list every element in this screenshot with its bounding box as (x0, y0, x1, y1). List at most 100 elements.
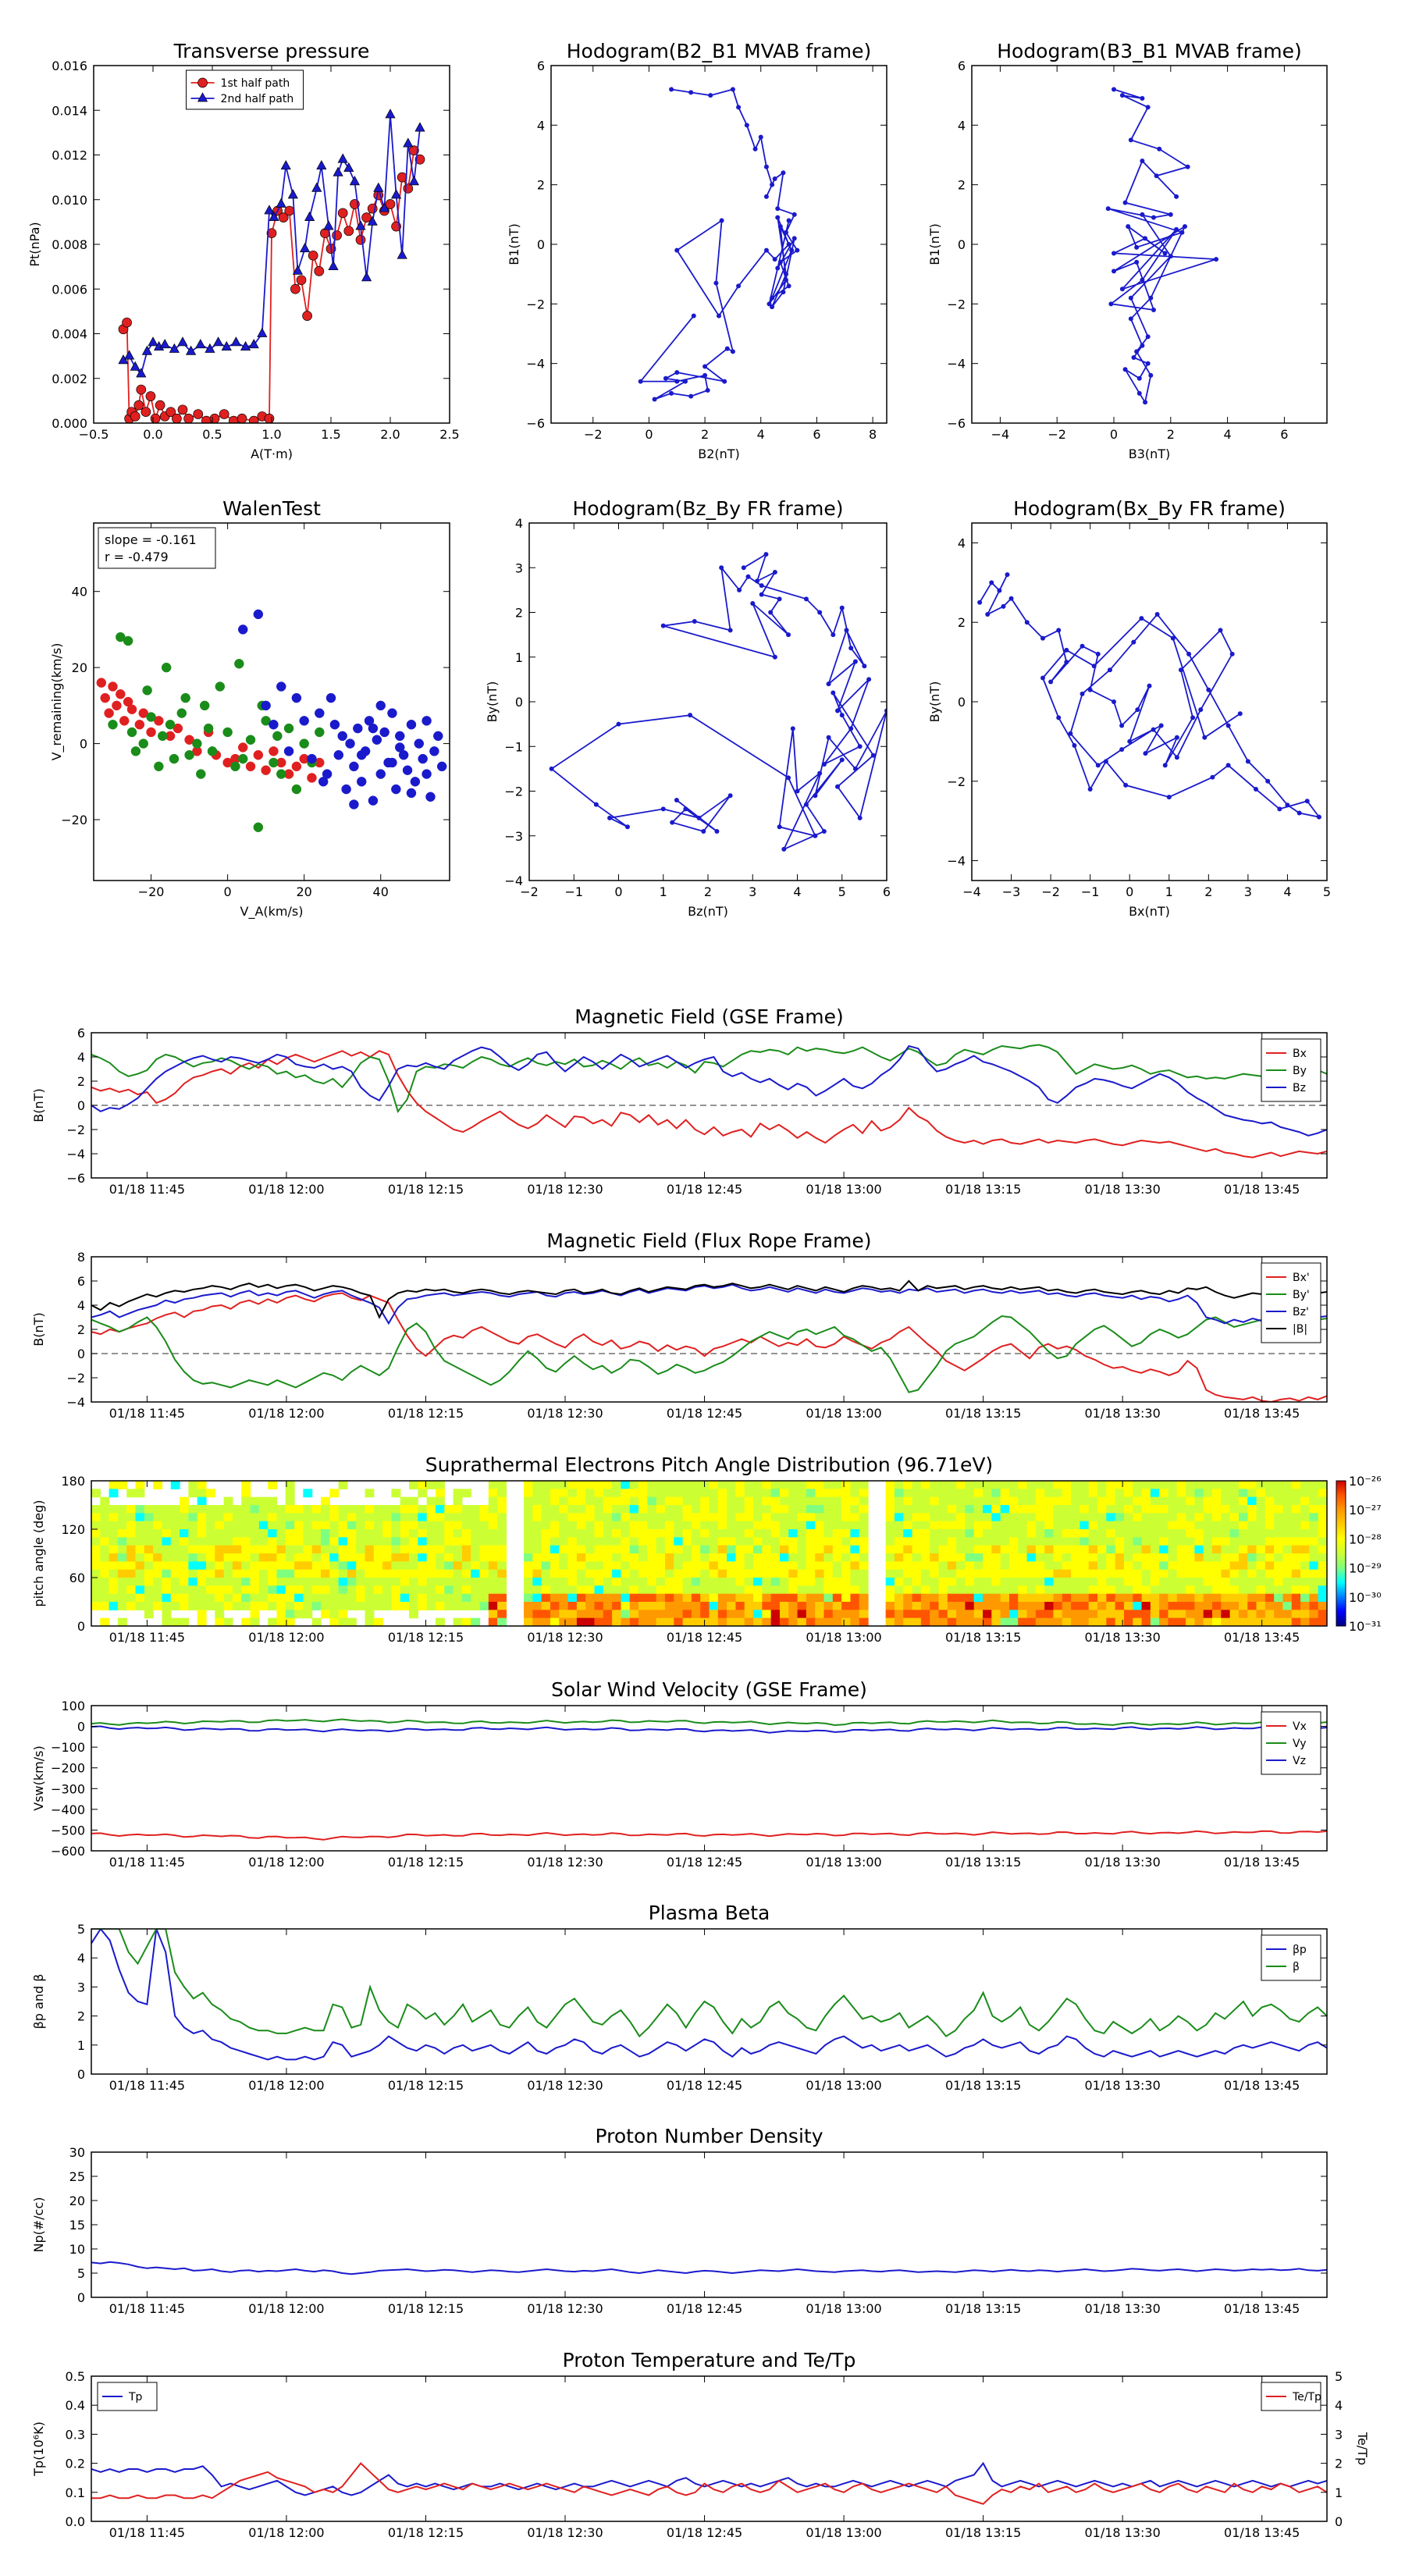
heatmap-cell (1088, 1569, 1098, 1578)
heatmap-cell (162, 1610, 172, 1619)
heatmap-cell (303, 1561, 313, 1571)
heatmap-cell (956, 1561, 966, 1571)
data-point (367, 215, 378, 226)
heatmap-cell (1176, 1545, 1186, 1554)
heatmap-cell (603, 1521, 613, 1530)
heatmap-cell (894, 1553, 904, 1562)
heatmap-cell (117, 1529, 127, 1538)
heatmap-cell (532, 1496, 542, 1506)
heatmap-cell (603, 1593, 613, 1603)
heatmap-cell (1071, 1593, 1080, 1603)
data-point (215, 681, 226, 692)
heatmap-cell (162, 1545, 172, 1554)
heatmap-cell (559, 1578, 569, 1586)
heatmap-cell (1008, 1553, 1019, 1562)
heatmap-cell (973, 1569, 984, 1578)
heatmap-cell (320, 1521, 330, 1530)
heatmap-cell (938, 1513, 948, 1522)
heatmap-cell (1194, 1505, 1204, 1514)
heatmap-cell (91, 1585, 101, 1595)
heatmap-cell (488, 1610, 498, 1619)
heatmap-cell (1035, 1561, 1045, 1571)
heatmap-cell (1018, 1529, 1028, 1538)
heatmap-cell (241, 1489, 251, 1498)
data-point (349, 176, 360, 186)
heatmap-cell (930, 1545, 940, 1554)
x-tick-label: 01/18 13:15 (945, 2301, 1021, 2316)
y-tick-label: 100 (61, 1699, 85, 1713)
data-point (777, 224, 783, 229)
heatmap-cell (382, 1585, 393, 1595)
heatmap-cell (1318, 1585, 1327, 1595)
heatmap-cell (594, 1529, 604, 1538)
heatmap-cell (1088, 1481, 1098, 1489)
heatmap-cell (903, 1521, 913, 1530)
heatmap-cell (612, 1610, 622, 1619)
heatmap-cell (409, 1561, 418, 1571)
heatmap-cell (691, 1529, 701, 1538)
heatmap-cell (664, 1585, 674, 1595)
heatmap-cell (550, 1537, 560, 1546)
heatmap-cell (1264, 1505, 1275, 1514)
data-point (1128, 316, 1133, 322)
data-point (108, 681, 118, 692)
heatmap-cell (1309, 1578, 1319, 1586)
heatmap-cell (471, 1553, 481, 1562)
heatmap-cell (991, 1617, 1001, 1626)
heatmap-cell (126, 1585, 137, 1595)
heatmap-cell (471, 1617, 481, 1626)
heatmap-cell (682, 1610, 692, 1619)
heatmap-cell (664, 1521, 674, 1530)
heatmap-cell (1141, 1553, 1151, 1562)
x-tick-label: 2 (1204, 884, 1212, 899)
heatmap-cell (779, 1593, 789, 1603)
heatmap-cell (920, 1513, 930, 1522)
heatmap-cell (973, 1617, 984, 1626)
data-point (343, 162, 354, 173)
data-point (237, 753, 248, 764)
heatmap-cell (674, 1578, 684, 1586)
heatmap-cell (117, 1521, 127, 1530)
heatmap-cell (1053, 1505, 1063, 1514)
heatmap-cell (170, 1521, 180, 1530)
heatmap-cell (912, 1496, 922, 1506)
heatmap-cell (1141, 1537, 1151, 1546)
heatmap-cell (294, 1521, 304, 1530)
heatmap-cell (1088, 1537, 1098, 1546)
heatmap-cell (850, 1553, 860, 1562)
heatmap-cell (1071, 1578, 1080, 1586)
heatmap-cell (1282, 1610, 1293, 1619)
data-point (1170, 635, 1176, 641)
heatmap-cell (841, 1593, 852, 1603)
heatmap-cell (1194, 1529, 1204, 1538)
data-point (784, 277, 788, 283)
heatmap-cell (885, 1553, 895, 1562)
heatmap-cell (806, 1553, 816, 1562)
heatmap-cell (550, 1593, 560, 1603)
heatmap-cell (311, 1602, 322, 1610)
heatmap-cell (188, 1489, 198, 1498)
data-point (759, 592, 764, 597)
heatmap-cell (727, 1496, 737, 1506)
data-point (1119, 747, 1125, 753)
heatmap-cell (965, 1529, 975, 1538)
heatmap-cell (973, 1521, 984, 1530)
heatmap-cell (594, 1602, 604, 1610)
heatmap-cell (1071, 1617, 1080, 1626)
heatmap-cell (1212, 1578, 1222, 1586)
heatmap-cell (100, 1578, 110, 1586)
heatmap-cell (180, 1593, 189, 1603)
heatmap-cell (603, 1545, 613, 1554)
heatmap-cell (1133, 1529, 1143, 1538)
legend-entry: Bx (1293, 1048, 1307, 1060)
heatmap-cell (1088, 1496, 1098, 1506)
data-point (197, 92, 208, 102)
heatmap-cell (356, 1561, 366, 1571)
heatmap-cell (303, 1489, 313, 1498)
y-tick-label: 0 (77, 2067, 85, 2082)
data-point (316, 160, 327, 170)
heatmap-cell (629, 1593, 639, 1603)
heatmap-cell (365, 1545, 375, 1554)
heatmap-cell (426, 1521, 436, 1530)
heatmap-cell (1168, 1529, 1178, 1538)
